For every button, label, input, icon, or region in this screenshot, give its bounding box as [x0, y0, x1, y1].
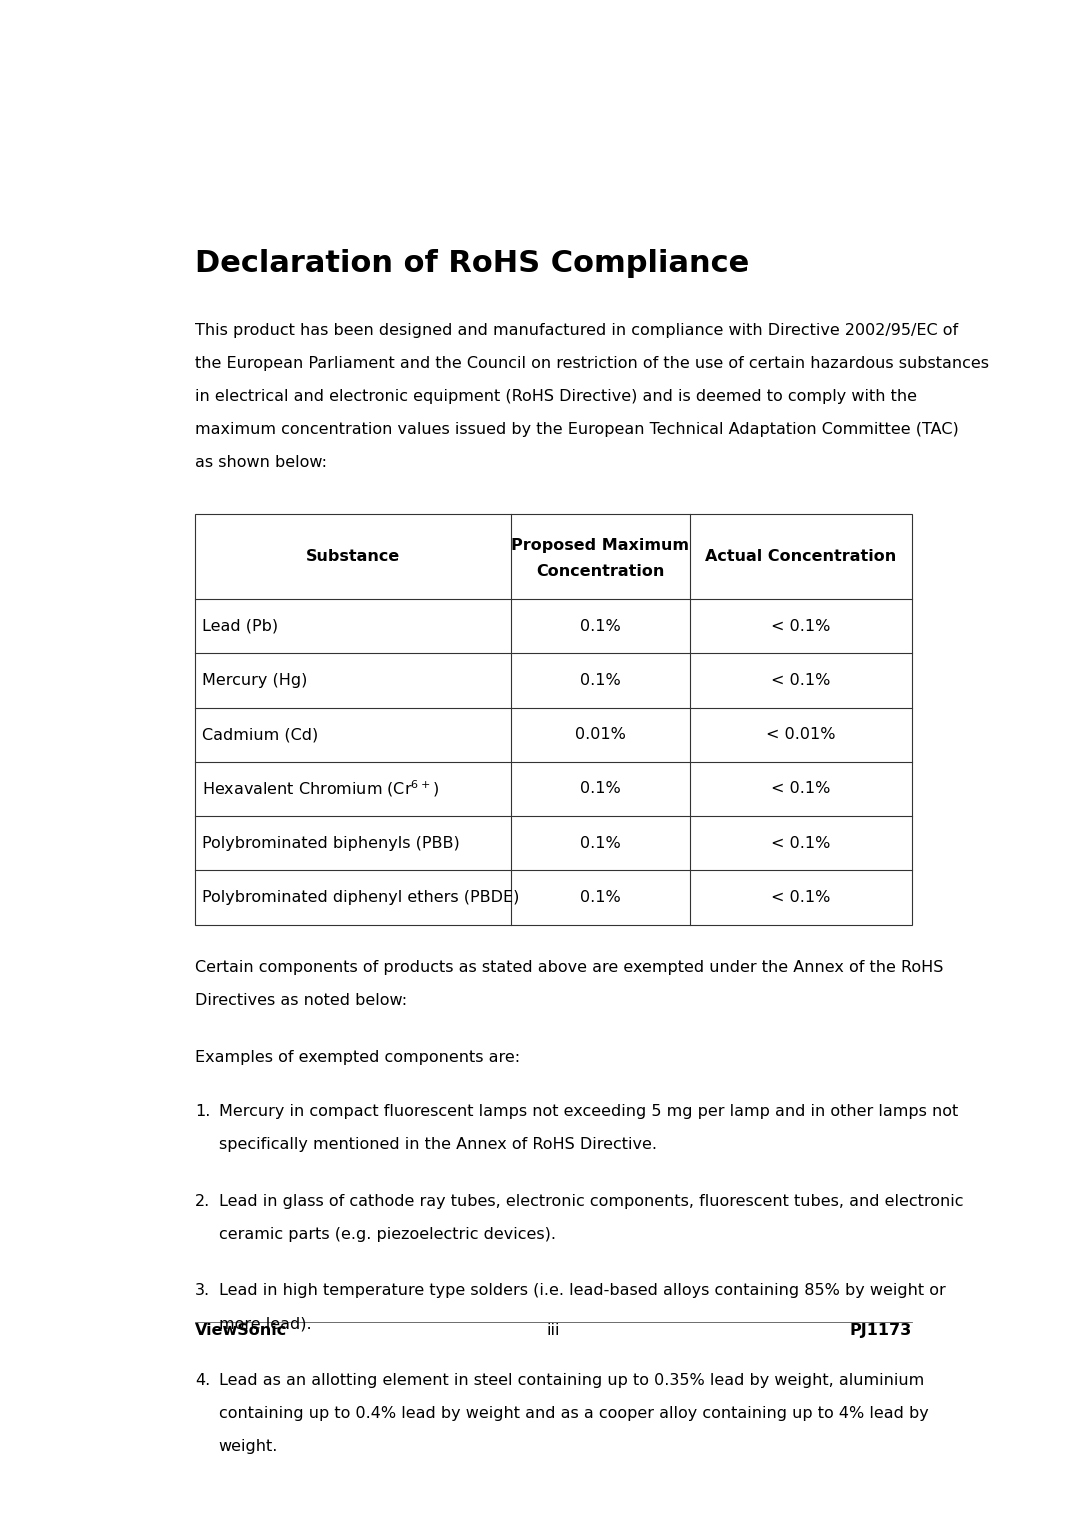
Text: Actual Concentration: Actual Concentration — [705, 548, 896, 564]
Text: in electrical and electronic equipment (RoHS Directive) and is deemed to comply : in electrical and electronic equipment (… — [195, 389, 917, 404]
Text: Lead in high temperature type solders (i.e. lead-based alloys containing 85% by : Lead in high temperature type solders (i… — [218, 1284, 945, 1298]
Text: specifically mentioned in the Annex of RoHS Directive.: specifically mentioned in the Annex of R… — [218, 1137, 657, 1152]
Text: Mercury (Hg): Mercury (Hg) — [202, 673, 308, 688]
Text: Proposed Maximum: Proposed Maximum — [511, 538, 689, 553]
Text: 0.01%: 0.01% — [575, 728, 625, 741]
Text: iii: iii — [546, 1322, 561, 1337]
Text: Cadmium (Cd): Cadmium (Cd) — [202, 728, 319, 741]
Text: Concentration: Concentration — [536, 564, 664, 579]
Text: This product has been designed and manufactured in compliance with Directive 200: This product has been designed and manuf… — [195, 323, 958, 339]
Text: 3.: 3. — [195, 1284, 211, 1298]
Text: Directives as noted below:: Directives as noted below: — [195, 993, 407, 1008]
Text: 0.1%: 0.1% — [580, 890, 620, 905]
Text: Lead as an allotting element in steel containing up to 0.35% lead by weight, alu: Lead as an allotting element in steel co… — [218, 1373, 924, 1388]
Text: Lead in glass of cathode ray tubes, electronic components, fluorescent tubes, an: Lead in glass of cathode ray tubes, elec… — [218, 1193, 963, 1209]
Text: < 0.1%: < 0.1% — [771, 619, 831, 634]
Text: PJ1173: PJ1173 — [850, 1322, 912, 1337]
Text: 1.: 1. — [195, 1105, 211, 1118]
Text: Mercury in compact fluorescent lamps not exceeding 5 mg per lamp and in other la: Mercury in compact fluorescent lamps not… — [218, 1105, 958, 1118]
Text: Certain components of products as stated above are exempted under the Annex of t: Certain components of products as stated… — [195, 961, 944, 974]
Text: < 0.01%: < 0.01% — [766, 728, 836, 741]
Text: Polybrominated biphenyls (PBB): Polybrominated biphenyls (PBB) — [202, 836, 460, 850]
Text: 0.1%: 0.1% — [580, 781, 620, 797]
Text: weight.: weight. — [218, 1439, 278, 1454]
Text: 0.1%: 0.1% — [580, 619, 620, 634]
Text: Examples of exempted components are:: Examples of exempted components are: — [195, 1049, 521, 1065]
Text: maximum concentration values issued by the European Technical Adaptation Committ: maximum concentration values issued by t… — [195, 423, 959, 437]
Text: Lead (Pb): Lead (Pb) — [202, 619, 278, 634]
Text: more lead).: more lead). — [218, 1316, 311, 1331]
Text: as shown below:: as shown below: — [195, 455, 327, 470]
Text: 0.1%: 0.1% — [580, 836, 620, 850]
Text: 2.: 2. — [195, 1193, 211, 1209]
Text: 4.: 4. — [195, 1373, 211, 1388]
Text: < 0.1%: < 0.1% — [771, 836, 831, 850]
Text: < 0.1%: < 0.1% — [771, 781, 831, 797]
Text: Hexavalent Chromium (Cr$^{6+}$): Hexavalent Chromium (Cr$^{6+}$) — [202, 778, 440, 800]
Text: the European Parliament and the Council on restriction of the use of certain haz: the European Parliament and the Council … — [195, 355, 989, 371]
Text: < 0.1%: < 0.1% — [771, 890, 831, 905]
Text: ceramic parts (e.g. piezoelectric devices).: ceramic parts (e.g. piezoelectric device… — [218, 1227, 556, 1241]
Text: ViewSonic: ViewSonic — [195, 1322, 287, 1337]
Text: Declaration of RoHS Compliance: Declaration of RoHS Compliance — [195, 248, 750, 277]
Text: < 0.1%: < 0.1% — [771, 673, 831, 688]
Text: Substance: Substance — [306, 548, 400, 564]
Text: containing up to 0.4% lead by weight and as a cooper alloy containing up to 4% l: containing up to 0.4% lead by weight and… — [218, 1406, 929, 1422]
Bar — [195, 515, 912, 925]
Text: 0.1%: 0.1% — [580, 673, 620, 688]
Text: Polybrominated diphenyl ethers (PBDE): Polybrominated diphenyl ethers (PBDE) — [202, 890, 519, 905]
